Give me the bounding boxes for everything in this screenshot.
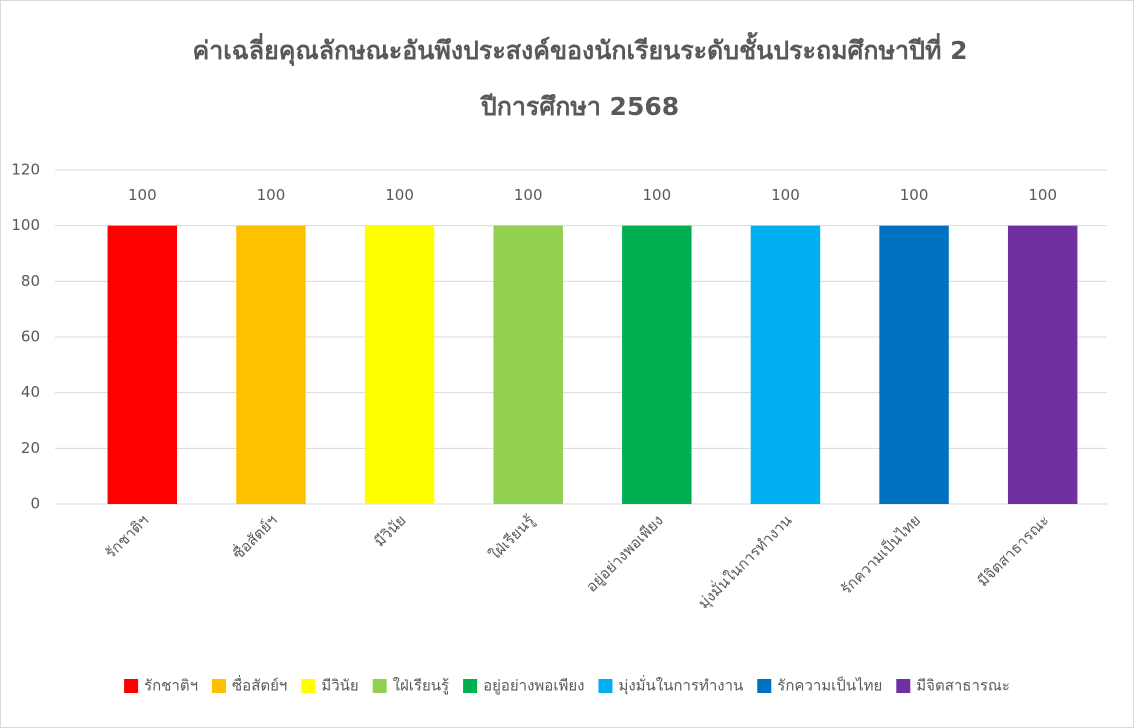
- y-tick-label: 40: [21, 383, 40, 401]
- bar: [236, 225, 306, 504]
- y-tick-label: 120: [11, 161, 40, 179]
- legend: รักชาติฯ ซื่อสัตย์ฯ มีวินัย ใฝ่เรียนรู้ อยู่…: [124, 675, 1010, 696]
- chart-title: ค่าเฉลี่ยคุณลักษณะอันพึงประสงค์ของนักเรี…: [192, 31, 967, 67]
- legend-swatch: [757, 679, 772, 693]
- value-label: 100: [1028, 186, 1057, 204]
- legend-label: ซื่อสัตย์ฯ: [232, 675, 287, 695]
- value-label: 100: [257, 186, 286, 204]
- legend-label: มุ่งมั่นในการทำงาน: [618, 675, 743, 696]
- legend-swatch: [896, 679, 911, 693]
- legend-label: รักความเป็นไทย: [777, 676, 882, 695]
- legend-swatch: [212, 679, 226, 693]
- legend-swatch: [598, 679, 613, 693]
- value-label: 100: [900, 186, 929, 204]
- y-tick-label: 100: [11, 216, 40, 234]
- bar: [750, 225, 821, 504]
- legend-label: มีวินัย: [321, 677, 358, 695]
- legend-label: ใฝ่เรียนรู้: [393, 677, 449, 695]
- value-label: 100: [128, 186, 157, 204]
- y-tick-label: 20: [21, 439, 40, 457]
- legend-label: อยู่อย่างพอเพียง: [483, 677, 584, 695]
- bar: [1007, 225, 1078, 504]
- legend-swatch: [124, 679, 139, 693]
- value-label: 100: [385, 186, 414, 204]
- value-label: 100: [642, 186, 671, 204]
- value-label: 100: [771, 186, 800, 204]
- legend-swatch: [463, 679, 478, 693]
- legend-swatch: [372, 679, 387, 693]
- y-tick-label: 0: [30, 495, 40, 513]
- legend-label: รักชาติฯ: [144, 677, 198, 695]
- bar: [622, 225, 692, 504]
- y-tick-label: 60: [21, 328, 40, 346]
- chart-subtitle: ปีการศึกษา 2568: [479, 92, 679, 121]
- y-tick-label: 80: [21, 272, 40, 290]
- bar: [493, 225, 563, 504]
- bar: [879, 225, 949, 504]
- value-label: 100: [514, 186, 543, 204]
- legend-label: มีจิตสาธารณะ: [916, 677, 1010, 695]
- bar: [107, 225, 178, 504]
- bar: [364, 225, 435, 504]
- legend-swatch: [301, 679, 316, 693]
